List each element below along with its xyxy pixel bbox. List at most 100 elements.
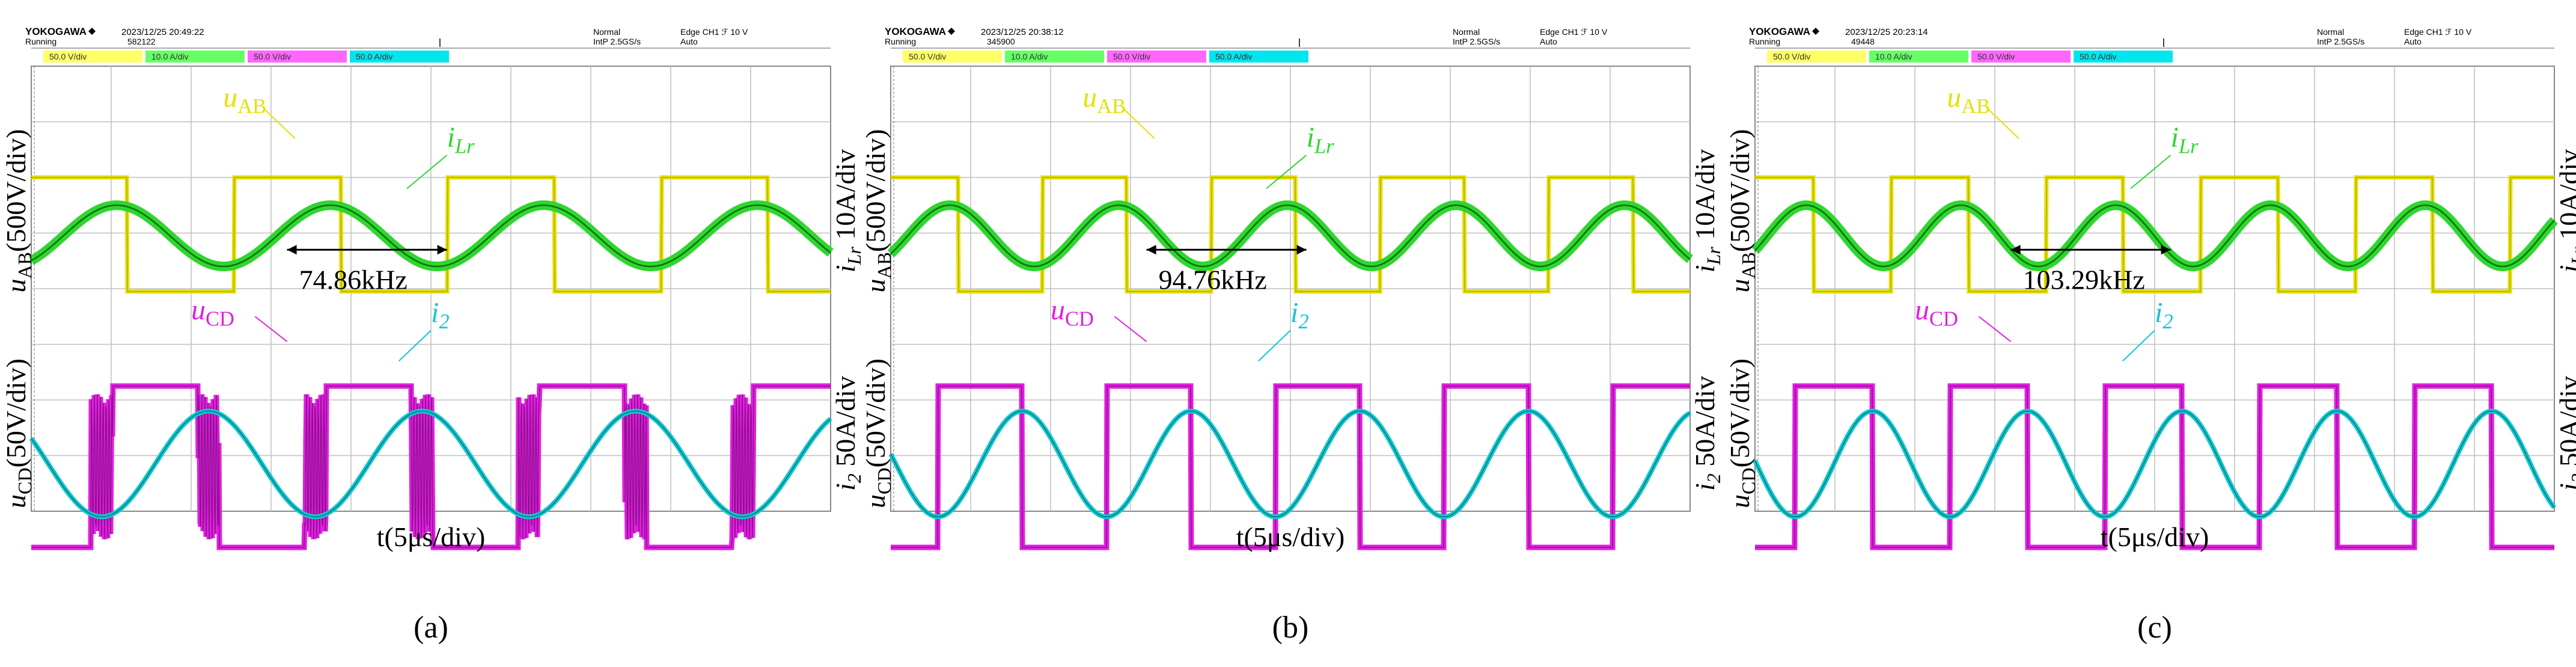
brand-logo: YOKOGAWA: [25, 26, 87, 37]
arrow-head-left: [287, 245, 297, 255]
axis-label-i2: i2 50A/div: [830, 376, 865, 491]
axis-label-i2: i2 50A/div: [1689, 376, 1724, 491]
arrow-head-left: [2010, 245, 2021, 255]
axis-label-ilr: iLr 10A/div: [1689, 149, 1724, 272]
label-uab-text: uAB: [1947, 82, 1990, 118]
trigger-auto: Auto: [680, 37, 698, 46]
scope-panel-a: YOKOGAWA 2023/12/25 20:49:22 Running 582122…: [1, 26, 865, 645]
ucd-trace-core: [31, 386, 831, 548]
label-ilr-text: iLr: [447, 121, 475, 158]
acq-count: 345900: [987, 37, 1015, 46]
ch2-badge: [145, 51, 245, 63]
ch4-scale: 50.0 A/div: [2080, 52, 2117, 61]
trigger-auto: Auto: [2404, 37, 2422, 46]
axis-label-i2: i2 50A/div: [2554, 376, 2576, 491]
i2-trace-core: [31, 410, 831, 517]
axis-label-ilr: iLr 10A/div: [2554, 149, 2576, 272]
ch1-badge: [43, 51, 142, 63]
trigger-setting: Edge CH1 ℱ 10 V: [2404, 27, 2472, 37]
label-uab: uAB: [1947, 82, 1990, 118]
ch3-badge: [1107, 51, 1206, 63]
label-ilr: iLr: [1307, 121, 1335, 158]
label-ucd-text: uCD: [191, 294, 234, 331]
ilr-pointer: [1266, 155, 1307, 189]
label-i2: i2: [431, 297, 450, 334]
ch4-scale: 50.0 A/div: [1215, 52, 1253, 61]
uab-pointer: [1986, 107, 2019, 139]
trigger-mode: Normal: [1453, 27, 1480, 37]
axis-label-ucd: uCD(50V/div): [860, 358, 895, 508]
panel-caption: (a): [414, 610, 448, 645]
datetime: 2023/12/25 20:38:12: [981, 27, 1064, 37]
ch4-badge: [2074, 51, 2173, 63]
label-ucd: uCD: [1915, 294, 1958, 331]
scope-panel-c: YOKOGAWA 2023/12/25 20:23:14 Running 49448 N…: [1724, 26, 2576, 645]
axis-label-ucd-text: uCD(50V/div): [860, 358, 895, 508]
ch3-badge: [248, 51, 347, 63]
arrow-head-right: [2161, 245, 2171, 255]
ch1-scale: 50.0 V/div: [1773, 52, 1810, 61]
frequency-label: 74.86kHz: [299, 264, 407, 295]
brand-logo: YOKOGAWA: [885, 26, 946, 37]
x-axis-label: t(5μs/div): [1236, 521, 1345, 552]
ucd-pointer: [254, 316, 288, 342]
axis-label-ucd: uCD(50V/div): [1, 358, 35, 508]
label-ilr: iLr: [2171, 121, 2199, 158]
label-i2-text: i2: [2155, 297, 2173, 334]
label-ucd: uCD: [1051, 294, 1094, 331]
axis-label-ilr-text: iLr 10A/div: [1689, 149, 1724, 272]
ch1-scale: 50.0 V/div: [49, 52, 87, 61]
ch2-scale: 10.0 A/div: [1875, 52, 1912, 61]
scope-panel-b: YOKOGAWA 2023/12/25 20:38:12 Running 345900…: [860, 26, 1724, 645]
ch2-badge: [1005, 51, 1104, 63]
x-axis-label: t(5μs/div): [377, 521, 486, 552]
label-ilr: iLr: [447, 121, 475, 158]
ucd-trace-core: [1755, 386, 2554, 548]
ch3-scale: 50.0 V/div: [1113, 52, 1150, 61]
brand-logo: YOKOGAWA: [1749, 26, 1810, 37]
ch4-scale: 50.0 A/div: [356, 52, 393, 61]
label-i2: i2: [1290, 297, 1309, 334]
i2-pointer: [2122, 330, 2155, 361]
panel-caption: (c): [2137, 610, 2172, 645]
axis-label-uab-text: uAB(500V/div): [1, 129, 35, 293]
scope-grid: [890, 66, 1691, 512]
ilr-pointer: [2130, 155, 2172, 189]
uab-pointer: [263, 107, 296, 139]
run-status: Running: [25, 37, 56, 46]
axis-label-i2-text: i2 50A/div: [1689, 376, 1724, 491]
axis-label-ilr-text: iLr 10A/div: [830, 149, 865, 272]
trigger-auto: Auto: [1540, 37, 1557, 46]
axis-label-ucd: uCD(50V/div): [1724, 358, 1759, 508]
axis-label-ilr: iLr 10A/div: [830, 149, 865, 272]
ch3-badge: [1971, 51, 2071, 63]
frequency-label: 103.29kHz: [2023, 264, 2145, 295]
ucd-pointer: [1978, 316, 2012, 342]
ilr-pointer: [406, 155, 448, 189]
arrow-head-right: [1296, 245, 1307, 255]
label-uab: uAB: [1082, 82, 1126, 118]
axis-label-uab: uAB(500V/div): [860, 129, 895, 293]
datetime: 2023/12/25 20:23:14: [1845, 27, 1928, 37]
axis-label-uab: uAB(500V/div): [1724, 129, 1759, 293]
run-status: Running: [1749, 37, 1780, 46]
ch4-badge: [1209, 51, 1308, 63]
ilr-trace-core: [1754, 204, 2555, 268]
uab-pointer: [1122, 107, 1155, 139]
axis-label-i2-text: i2 50A/div: [830, 376, 865, 491]
ch1-badge: [1767, 51, 1866, 63]
i2-pointer: [398, 330, 432, 361]
label-i2: i2: [2155, 297, 2173, 334]
trigger-setting: Edge CH1 ℱ 10 V: [1540, 27, 1608, 37]
diamond-icon: [88, 28, 96, 35]
ch1-badge: [903, 51, 1002, 63]
label-uab-text: uAB: [223, 82, 266, 118]
uab-trace-core: [891, 177, 1690, 292]
ucd-trace-core: [891, 386, 1690, 548]
label-uab: uAB: [223, 82, 266, 118]
diamond-icon: [1812, 28, 1819, 35]
frequency-label: 94.76kHz: [1159, 264, 1267, 295]
ch2-scale: 10.0 A/div: [151, 52, 189, 61]
axis-label-i2-text: i2 50A/div: [2554, 376, 2576, 491]
ch3-scale: 50.0 V/div: [254, 52, 291, 61]
